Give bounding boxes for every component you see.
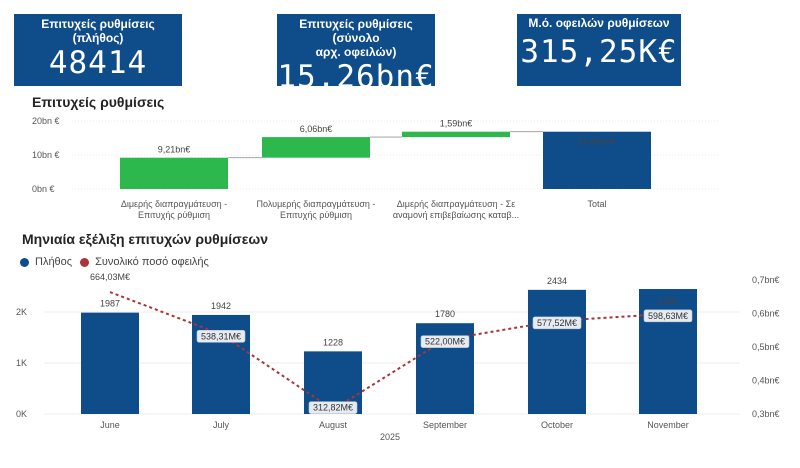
y-right-tick-label: 0,5bn€ [752,342,780,352]
kpi-label-line: Μ.ό. οφειλών ρυθμίσεων [528,16,670,30]
legend-label-count: Πλήθος [35,256,73,268]
x-tick-label: αναμονή επιβεβαίωσης καταβ... [393,210,519,220]
waterfall-bar [543,131,651,189]
bar-data-label: 2434 [547,276,567,286]
data-label: 1,59bn€ [440,119,473,129]
bar [639,289,697,414]
kpi-value: 315,25K€ [520,34,678,70]
data-label: 9,21bn€ [158,145,191,155]
y-right-tick-label: 0,4bn€ [752,376,780,386]
waterfall-bar [120,157,228,189]
kpi-card-count: Επιτυχείς ρυθμίσεις (πλήθος) 48414 [14,14,182,86]
waterfall-chart: 0bn € 10bn € 20bn € 9,21bn€ Διμερής διαπραγμ… [32,116,720,220]
line-data-label: 522,00M€ [425,337,465,347]
waterfall-chart-title: Επιτυχείς ρυθμίσεις [32,94,165,110]
kpi-label-line: (πλήθος) [72,31,124,45]
y-left-tick-label: 2K [16,307,27,317]
y-right-tick-label: 0,6bn€ [752,309,780,319]
data-label: 6,06bn€ [300,124,333,134]
y-tick-label: 0bn € [32,184,55,194]
x-tick-label: Διμερής διαπραγμάτευση - [121,199,227,209]
x-tick-label: Πολυμερής διαπραγμάτευση - [257,199,376,209]
combo-chart-title: Μηνιαία εξέλιξη επιτυχών ρυθμίσεων [22,231,269,247]
x-tick-label: July [213,420,230,430]
line-data-label-box [196,329,246,343]
y-tick-label: 10bn € [32,150,60,160]
legend-dot-line [80,257,90,267]
kpi-label-line: Επιτυχείς ρυθμίσεις [41,17,155,31]
x-axis-label: 2025 [380,432,400,442]
x-tick-label: Επιτυχής ρύθμιση [138,210,210,220]
bar-data-label: 1228 [323,337,343,347]
bar-data-label: 1780 [435,309,455,319]
bar-data-label: 2450 [658,296,678,306]
line-data-label-box [420,335,470,348]
line-data-label: 312,82M€ [313,403,353,413]
bar [81,312,139,414]
combo-chart: 0K 1K 2K 0,3bn€ 0,4bn€ 0,5bn€ 0,6bn€ 0,7bn€ 1987… [16,272,780,442]
line-data-label-box [532,316,582,330]
y-right-tick-label: 0,7bn€ [752,275,780,285]
kpi-label: Επιτυχείς ρυθμίσεις (πλήθος) [14,14,182,45]
bar-data-label: 1987 [100,299,120,309]
line-data-label: 538,31M€ [201,331,241,341]
kpi-value: 15,26bn€ [277,59,435,95]
kpi-card-average-debt: Μ.ό. οφειλών ρυθμίσεων 315,25K€ [517,14,681,86]
legend-label-amount: Συνολικό ποσό οφειλής [95,256,209,268]
kpi-label-line: Επιτυχείς ρυθμίσεις (σύνολο [299,17,413,45]
waterfall-bar [402,131,510,138]
x-tick-label: Διμερής διαπραγμάτευση - Σε [397,199,515,209]
waterfall-bar [262,137,370,158]
kpi-label: Μ.ό. οφειλών ρυθμίσεων [517,14,681,30]
x-tick-label: September [423,420,467,430]
line-data-label: 664,03M€ [90,272,130,282]
bar [528,289,586,414]
line-data-label: 598,63M€ [648,311,688,321]
y-right-tick-label: 0,3bn€ [752,409,780,419]
chart-legend: Πλήθος Συνολικό ποσό οφειλής [20,256,209,268]
x-tick-label: November [647,420,689,430]
x-tick-label: Total [587,199,606,209]
bar-data-label: 1942 [211,301,231,311]
x-tick-label: August [319,420,348,430]
line-data-label-box [308,401,358,414]
line-data-label-box [643,309,693,323]
x-tick-label: October [541,420,573,430]
x-tick-label: June [100,420,120,430]
x-tick-label: Επιτυχής ρύθμιση [280,210,352,220]
kpi-label-line: αρχ. οφειλών) [315,45,397,59]
y-left-tick-label: 0K [16,409,27,419]
kpi-value: 48414 [48,45,148,81]
line-data-label: 577,52M€ [537,318,577,328]
data-label: 16,85bn€ [578,137,616,147]
legend-dot-bar [20,257,29,267]
kpi-label: Επιτυχείς ρυθμίσεις (σύνολο αρχ. οφειλών… [277,14,435,59]
kpi-card-total-debt: Επιτυχείς ρυθμίσεις (σύνολο αρχ. οφειλών… [277,14,435,95]
bar [192,314,250,414]
y-tick-label: 20bn € [32,116,60,126]
y-left-tick-label: 1K [16,358,27,368]
